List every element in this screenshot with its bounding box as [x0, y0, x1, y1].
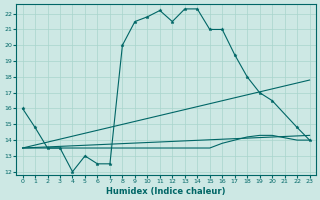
- X-axis label: Humidex (Indice chaleur): Humidex (Indice chaleur): [106, 187, 226, 196]
